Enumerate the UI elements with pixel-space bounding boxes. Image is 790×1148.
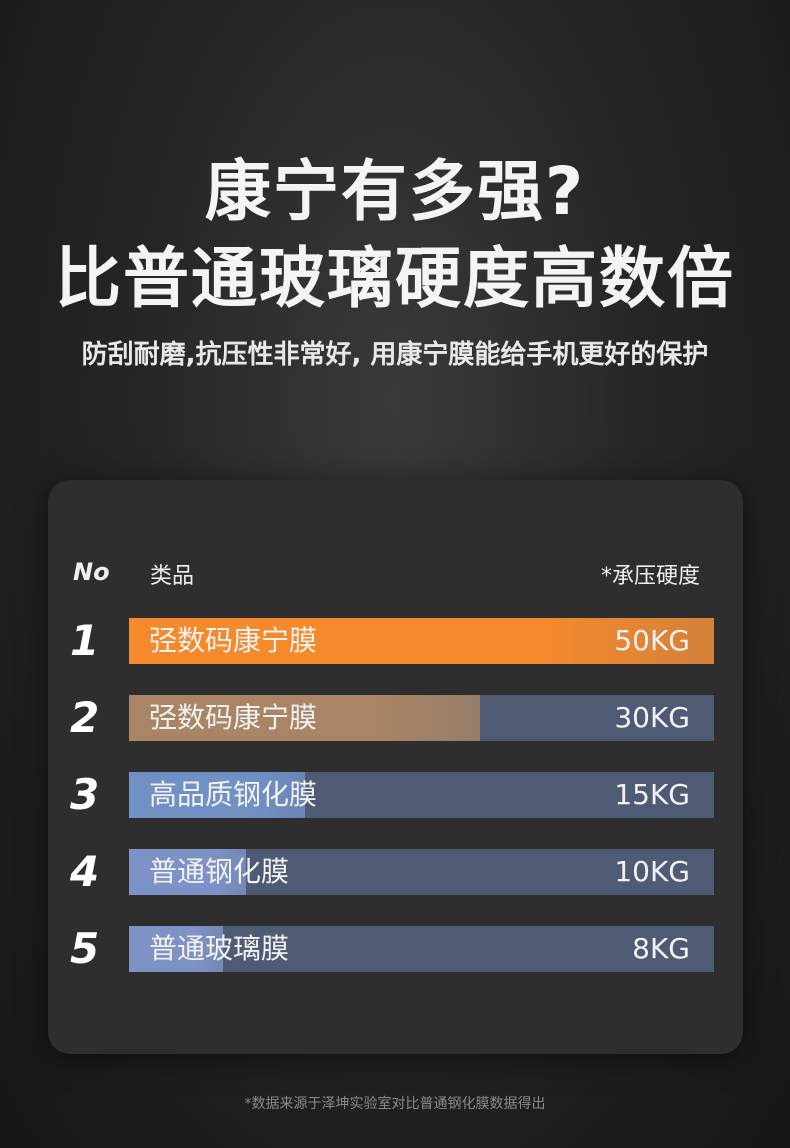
bar-value-label: 50KG: [614, 624, 690, 657]
rank-number: 2: [70, 693, 100, 742]
bar-category-label: 弪数码康宁膜: [149, 701, 318, 734]
bar-value-label: 8KG: [632, 932, 690, 965]
bar-category-label: 普通玻璃膜: [149, 932, 290, 965]
bar: [129, 618, 714, 664]
header-value: *承压硬度: [600, 564, 700, 589]
header-no: No: [73, 558, 110, 586]
bar-track: 普通玻璃膜 8KG: [129, 926, 714, 972]
headline-subtitle-main: 比普通玻璃硬度高数倍: [55, 240, 735, 317]
bar-value-label: 15KG: [614, 778, 690, 811]
bar-category-label: 普通钢化膜: [149, 855, 290, 888]
footnote: *数据来源于泽坤实验室对比普通钢化膜数据得出: [244, 1096, 546, 1112]
bar-category-label: 高品质钢化膜: [149, 778, 318, 811]
bar: [129, 695, 480, 741]
bar-category-label: 弪数码康宁膜: [149, 624, 318, 657]
rank-number: 3: [70, 770, 100, 819]
rank-number: 4: [70, 847, 100, 896]
headline-title: 康宁有多强?: [204, 153, 586, 230]
bar-track: 弪数码康宁膜 50KG: [129, 618, 714, 664]
rank-number: 1: [70, 616, 100, 665]
bar-track: 高品质钢化膜 15KG: [129, 772, 714, 818]
bar-track: 弪数码康宁膜 30KG: [129, 695, 714, 741]
bar: [129, 772, 305, 818]
bar: [129, 926, 223, 972]
bar: [129, 849, 246, 895]
headline-description: 防刮耐磨,抗压性非常好, 用康宁膜能给手机更好的保护: [81, 340, 709, 370]
bar-track: 普通钢化膜 10KG: [129, 849, 714, 895]
header-category: 类品: [150, 564, 195, 589]
rank-number: 5: [70, 924, 100, 973]
bar-value-label: 30KG: [614, 701, 690, 734]
bar-value-label: 10KG: [614, 855, 690, 888]
